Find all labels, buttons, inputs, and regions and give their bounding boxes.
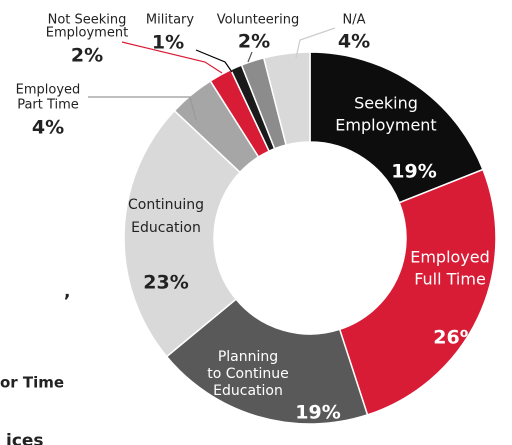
segment-label: Employed xyxy=(16,83,81,98)
segment-label: Employment xyxy=(335,116,436,135)
value-label: 4% xyxy=(338,31,370,53)
value-label: 2% xyxy=(71,45,103,67)
segment-label: to Continue xyxy=(207,366,288,382)
donut-segment xyxy=(165,298,369,425)
segment-label: Employment xyxy=(46,26,128,41)
segment-label: Military xyxy=(146,13,194,28)
donut-segment xyxy=(262,51,311,146)
segment-label: Continuing xyxy=(128,197,204,213)
background-text: or Time xyxy=(0,374,64,392)
segment-label: Not Seeking xyxy=(48,13,127,28)
donut-segment xyxy=(309,51,484,204)
segment-label: Education xyxy=(131,220,201,236)
value-label: 4% xyxy=(32,117,64,139)
segment-label: Education xyxy=(213,383,283,399)
background-text: , xyxy=(64,282,70,302)
background-text: ices xyxy=(6,431,44,445)
leader-line xyxy=(195,49,233,73)
segment-label: N/A xyxy=(343,13,366,28)
value-label: 19% xyxy=(295,402,340,424)
segment-label: Volunteering xyxy=(217,13,299,28)
segment-label: Planning xyxy=(218,349,278,365)
value-label: 26% xyxy=(433,327,478,349)
leader-line xyxy=(295,27,336,59)
donut-segment xyxy=(338,168,497,416)
leader-line xyxy=(121,41,223,74)
donut-segment xyxy=(123,109,242,358)
leader-line xyxy=(247,51,253,63)
value-label: 2% xyxy=(238,31,270,53)
value-label: 23% xyxy=(143,272,188,294)
segment-label: Seeking xyxy=(354,94,418,113)
segment-label: Part Time xyxy=(17,98,79,113)
leader-line xyxy=(88,96,197,121)
segment-label: Full Time xyxy=(414,270,486,289)
segment-label: Employed xyxy=(410,248,490,267)
value-label: 19% xyxy=(391,161,436,183)
value-label: 1% xyxy=(152,32,184,54)
